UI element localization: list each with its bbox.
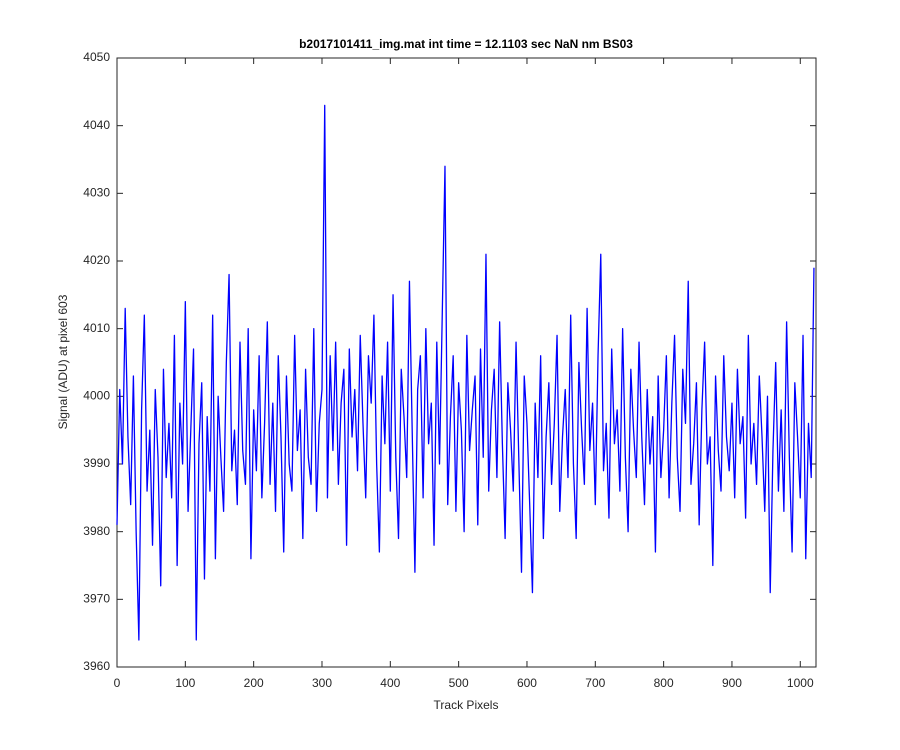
- y-tick-label: 4000: [83, 389, 110, 403]
- y-tick-label: 3970: [83, 592, 110, 606]
- y-tick-label: 3990: [83, 456, 110, 470]
- x-axis-label: Track Pixels: [434, 698, 499, 712]
- y-tick-label: 4040: [83, 118, 110, 132]
- y-tick-label: 4020: [83, 253, 110, 267]
- x-tick-label: 700: [585, 676, 605, 690]
- y-axis-label: Signal (ADU) at pixel 603: [56, 294, 70, 429]
- x-tick-label: 0: [114, 676, 121, 690]
- data-line: [116, 104, 815, 641]
- chart-title: b2017101411_img.mat int time = 12.1103 s…: [299, 37, 633, 51]
- y-tick-label: 3960: [83, 659, 110, 673]
- x-tick-label: 1000: [787, 676, 814, 690]
- x-tick-label: 800: [654, 676, 674, 690]
- x-tick-label: 100: [175, 676, 195, 690]
- y-tick-label: 4010: [83, 321, 110, 335]
- y-tick-label: 4050: [83, 50, 110, 64]
- x-tick-label: 400: [380, 676, 400, 690]
- x-tick-label: 900: [722, 676, 742, 690]
- x-tick-label: 500: [449, 676, 469, 690]
- x-tick-label: 300: [312, 676, 332, 690]
- x-tick-label: 200: [244, 676, 264, 690]
- y-tick-label: 3980: [83, 524, 110, 538]
- x-tick-label: 600: [517, 676, 537, 690]
- y-tick-label: 4030: [83, 186, 110, 200]
